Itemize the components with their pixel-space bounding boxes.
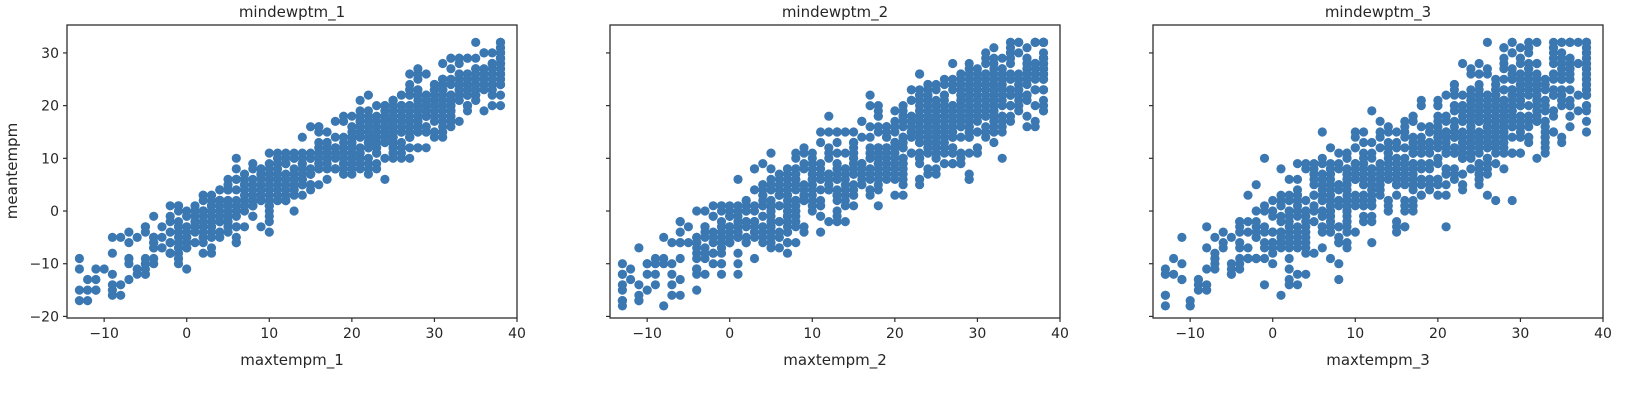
y-tick-label: −10 <box>29 257 59 273</box>
subplot-mindewptm-1: −10 0 10 20 30 40 −20 −10 0 10 20 30 mindewptm_1 ma… <box>0 0 543 402</box>
plot-title: mindewptm_3 <box>1324 3 1432 21</box>
x-tick-label: −10 <box>632 326 662 342</box>
y-tick-label: 30 <box>41 46 59 62</box>
subplot-mindewptm-3: −10 0 10 20 30 40 mindewptm_3 maxtempm_3 <box>1086 0 1628 402</box>
x-tick-label: 30 <box>426 326 444 342</box>
x-tick-label: 10 <box>803 326 821 342</box>
y-axis-label: meantempm <box>3 122 21 220</box>
plot-canvas-3: −10 0 10 20 30 40 <box>1149 24 1612 342</box>
x-tick-label: 0 <box>182 326 191 342</box>
x-tick-label: 20 <box>1429 326 1447 342</box>
x-tick-label: 30 <box>969 326 987 342</box>
axes-spines <box>66 24 518 319</box>
x-tick-label: 40 <box>1594 326 1612 342</box>
x-tick-label: 0 <box>1268 326 1277 342</box>
axes-ticks: −10 0 10 20 30 40 <box>1149 52 1612 342</box>
x-axis-label: maxtempm_1 <box>240 351 344 369</box>
x-tick-label: −10 <box>89 326 119 342</box>
plot-title: mindewptm_1 <box>238 3 346 21</box>
x-tick-label: 0 <box>725 326 734 342</box>
plot-canvas-2: −10 0 10 20 30 40 <box>606 24 1069 342</box>
y-tick-label: 10 <box>41 151 59 167</box>
scatter-points <box>74 37 506 306</box>
scatter-points <box>617 37 1049 311</box>
x-axis-label: maxtempm_3 <box>1326 351 1430 369</box>
axes-spines <box>1152 24 1604 319</box>
x-tick-label: −10 <box>1175 326 1205 342</box>
plot-canvas-1: −10 0 10 20 30 40 −20 −10 0 10 20 30 <box>29 24 526 342</box>
subplot-mindewptm-2: −10 0 10 20 30 40 mindewptm_2 maxtempm_2 <box>543 0 1086 402</box>
scatter-points <box>1160 37 1592 311</box>
plot-title: mindewptm_2 <box>781 3 889 21</box>
y-tick-label: 0 <box>50 204 59 220</box>
x-tick-label: 10 <box>1346 326 1364 342</box>
x-axis-label: maxtempm_2 <box>783 351 887 369</box>
y-tick-label: −20 <box>29 309 59 325</box>
x-tick-label: 30 <box>1512 326 1530 342</box>
axes-spines <box>609 24 1061 319</box>
axes-ticks: −10 0 10 20 30 40 <box>606 52 1069 342</box>
axes-ticks: −10 0 10 20 30 40 −20 −10 0 10 20 30 <box>29 46 525 342</box>
y-tick-label: 20 <box>41 99 59 115</box>
x-tick-label: 40 <box>508 326 526 342</box>
x-tick-label: 20 <box>343 326 361 342</box>
x-tick-label: 40 <box>1051 326 1069 342</box>
x-tick-label: 20 <box>886 326 904 342</box>
x-tick-label: 10 <box>260 326 278 342</box>
